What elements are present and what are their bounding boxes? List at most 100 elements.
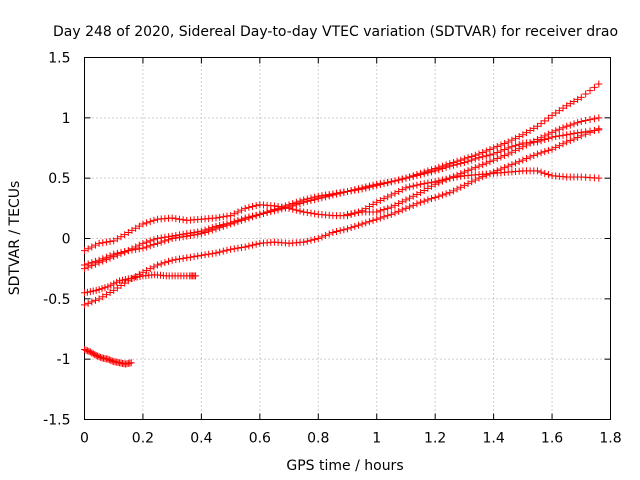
data-point	[435, 192, 443, 200]
data-point	[238, 215, 246, 223]
data-point	[318, 233, 326, 241]
data-point	[81, 346, 88, 354]
data-point	[508, 136, 516, 144]
data-point	[285, 201, 293, 209]
data-point	[108, 357, 116, 365]
data-point	[391, 189, 399, 197]
data-point	[590, 83, 598, 91]
data-point	[263, 208, 271, 216]
data-point	[512, 134, 520, 142]
data-point	[107, 281, 115, 289]
data-point	[216, 213, 224, 221]
data-point	[289, 200, 297, 208]
data-point	[395, 187, 403, 195]
data-point	[544, 114, 552, 122]
data-point	[329, 190, 337, 198]
data-point	[223, 246, 231, 254]
data-point	[333, 189, 341, 197]
data-point	[409, 201, 417, 209]
data-point	[493, 167, 501, 175]
data-point	[106, 238, 114, 246]
data-point	[504, 144, 512, 152]
data-point	[95, 239, 103, 247]
data-point	[544, 171, 552, 179]
data-point	[354, 186, 362, 194]
data-point	[373, 181, 381, 189]
data-point	[417, 180, 425, 188]
data-point	[512, 159, 520, 167]
data-point	[113, 278, 121, 286]
data-point	[570, 120, 578, 128]
data-point	[424, 184, 432, 192]
data-point	[347, 224, 355, 232]
data-point	[387, 210, 395, 218]
data-point	[351, 186, 359, 194]
data-point	[124, 277, 132, 285]
data-point	[482, 159, 490, 167]
data-point	[95, 259, 103, 267]
data-point	[186, 229, 194, 237]
data-point	[230, 245, 238, 253]
data-point	[314, 192, 322, 200]
data-point	[296, 207, 304, 215]
x-tick-label: 0.4	[190, 431, 212, 447]
data-point	[139, 239, 147, 247]
data-point	[586, 87, 594, 95]
data-point	[563, 131, 571, 139]
data-point	[179, 254, 187, 262]
data-point	[157, 260, 165, 268]
data-point	[530, 152, 538, 160]
data-point	[555, 132, 563, 140]
data-point	[201, 251, 209, 259]
data-point	[446, 189, 454, 197]
data-point	[570, 135, 578, 143]
x-tick-label: 1	[372, 431, 381, 447]
data-point	[453, 171, 461, 179]
data-point	[380, 180, 388, 188]
data-point	[482, 147, 490, 155]
data-point	[234, 216, 242, 224]
data-point	[471, 176, 479, 184]
data-point	[504, 150, 512, 158]
data-point	[555, 142, 563, 150]
data-point	[105, 356, 113, 364]
data-point	[555, 107, 563, 115]
data-point	[329, 228, 337, 236]
data-point	[530, 124, 538, 132]
data-point	[482, 171, 490, 179]
data-point	[197, 251, 205, 259]
data-point	[197, 227, 205, 235]
data-point	[132, 243, 140, 251]
data-point	[110, 280, 118, 288]
data-point	[303, 209, 311, 217]
data-point	[391, 201, 399, 209]
data-point	[336, 227, 344, 235]
data-point	[398, 186, 406, 194]
data-point	[157, 234, 165, 242]
data-point	[559, 140, 567, 148]
data-point	[179, 230, 187, 238]
data-point	[395, 200, 403, 208]
data-point	[384, 193, 392, 201]
data-point	[168, 232, 176, 240]
y-tick-label: 1.5	[48, 51, 70, 67]
data-point	[101, 284, 109, 292]
data-point	[82, 346, 90, 354]
data-point	[369, 216, 377, 224]
data-point	[296, 197, 304, 205]
data-point	[245, 213, 253, 221]
data-point	[307, 209, 315, 217]
data-point	[446, 160, 454, 168]
data-point	[373, 198, 381, 206]
data-point	[595, 125, 603, 133]
data-point	[522, 141, 530, 149]
data-point	[124, 228, 132, 236]
data-point	[479, 149, 487, 157]
data-point	[566, 121, 574, 129]
data-point	[490, 156, 498, 164]
data-point	[150, 216, 158, 224]
data-point	[318, 192, 326, 200]
data-point	[249, 212, 257, 220]
data-point	[117, 233, 125, 241]
data-point	[479, 173, 487, 181]
